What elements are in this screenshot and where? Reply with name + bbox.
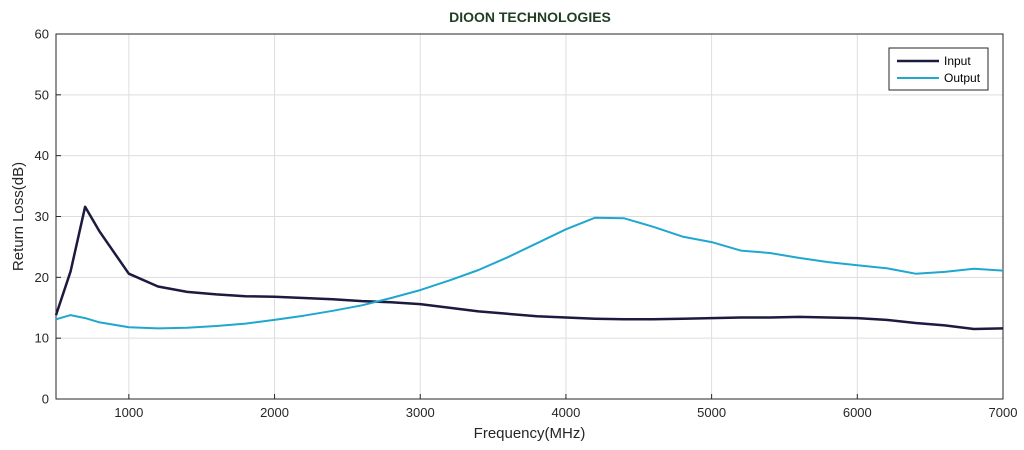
grid [56,33,1004,400]
y-tick-label: 10 [35,331,49,346]
x-tick-label: 5000 [697,405,726,420]
legend-box [888,47,989,91]
x-tick-label: 6000 [843,405,872,420]
series-line-input [54,205,1004,331]
y-tick-label: 20 [35,270,49,285]
series-lines [54,205,1004,331]
y-axis-label: Return Loss(dB) [10,162,27,271]
legend-label-input: Input [944,54,971,68]
y-tick-label: 50 [35,87,49,102]
y-tick-label: 30 [35,209,49,224]
y-tick-label: 0 [42,392,49,407]
series-line-output [55,216,1004,330]
y-tick-label: 60 [35,27,49,42]
y-tick-label: 40 [35,148,49,163]
axis-ticks: 1000 2000 3000 4000 5000 6000 7000 0 10 20 30 40 50 6… [35,27,1018,421]
chart-title: DIOON TECHNOLOGIES [449,9,611,25]
legend-label-output: Output [944,71,981,85]
x-axis-label: Frequency(MHz) [474,425,586,442]
x-tick-label: 1000 [114,405,143,420]
legend: Input Output [888,47,989,91]
x-tick-label: 7000 [989,405,1018,420]
x-tick-label: 4000 [551,405,580,420]
x-tick-label: 2000 [260,405,289,420]
x-tick-label: 3000 [406,405,435,420]
